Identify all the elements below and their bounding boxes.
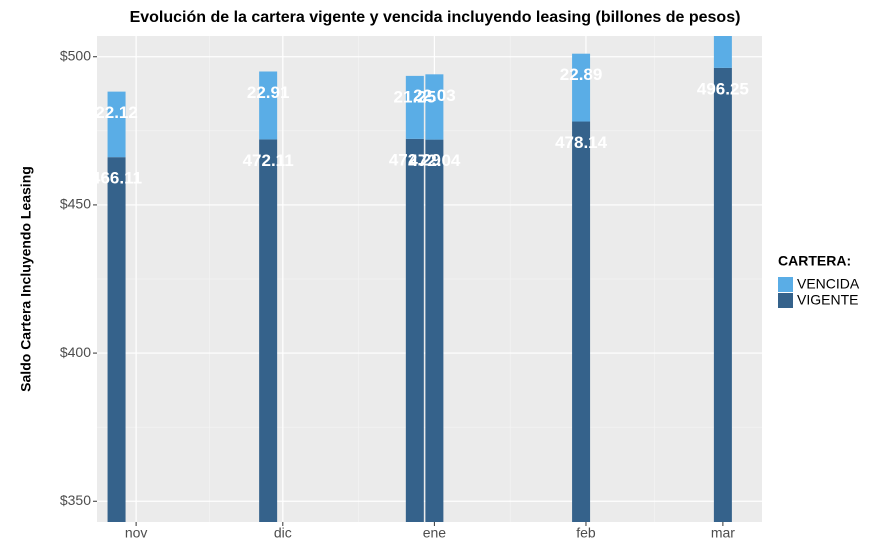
value-label: 22.12	[95, 103, 138, 122]
x-tick-label: nov	[125, 525, 148, 541]
labels: 466.11 22.12 472.11 22.91 472.29 21.25 472.04 2…	[91, 65, 749, 187]
y-axis-title: Saldo Cartera Incluyendo Leasing	[18, 166, 34, 392]
bar-segment	[713, 67, 732, 522]
bar-segment	[107, 91, 126, 158]
legend-label: VIGENTE	[797, 292, 858, 308]
bar-segment	[405, 75, 424, 139]
x-tick-label: ene	[423, 525, 447, 541]
x-tick-label: dic	[274, 525, 292, 541]
legend-title: CARTERA:	[778, 253, 851, 269]
bar-segment	[107, 157, 126, 522]
y-tick-label: $450	[60, 196, 91, 212]
chart-title: Evolución de la cartera vigente y vencid…	[130, 9, 741, 26]
value-label: 22.03	[413, 86, 456, 105]
y-tick-label: $350	[60, 492, 91, 508]
bar-segment	[405, 138, 424, 522]
legend-label: VENCIDA	[797, 276, 860, 292]
value-label: 22.89	[560, 65, 603, 84]
value-label: 472.29	[389, 150, 441, 169]
value-label: 478.14	[555, 133, 608, 152]
bar-segment	[425, 74, 444, 140]
value-label: 22.91	[247, 83, 290, 102]
bar-segment	[259, 71, 278, 140]
value-label: 21.25	[394, 87, 437, 106]
bar-segment	[572, 53, 591, 122]
y-tick-label: $500	[60, 47, 91, 63]
bar-segment	[713, 36, 732, 68]
bar-segment	[425, 139, 444, 522]
x-tick-label: feb	[576, 525, 596, 541]
bar-segment	[572, 121, 591, 522]
legend-swatch	[778, 293, 793, 308]
value-label: 466.11	[91, 169, 142, 188]
x-tick-label: mar	[711, 525, 735, 541]
legend-swatch	[778, 277, 793, 292]
y-tick-label: $400	[60, 344, 91, 360]
value-label: 472.11	[243, 151, 294, 170]
value-label: 496.25	[697, 79, 749, 98]
value-label: 472.04	[408, 151, 461, 170]
bars	[107, 36, 732, 522]
bar-segment	[259, 139, 278, 522]
